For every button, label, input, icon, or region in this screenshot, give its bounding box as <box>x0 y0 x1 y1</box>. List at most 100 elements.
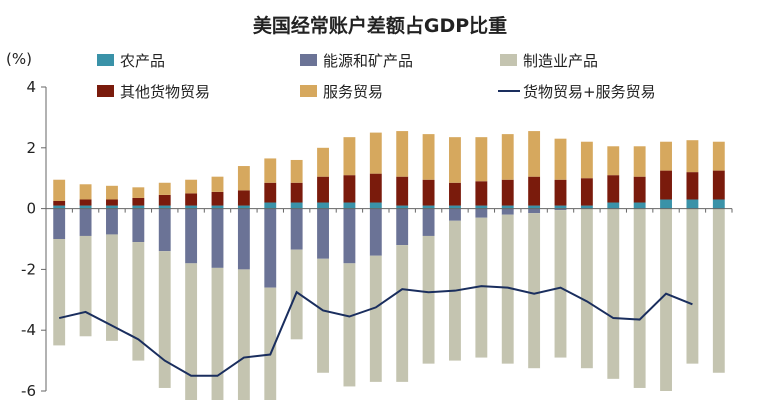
bar-services <box>106 185 118 200</box>
y-tick-label: 0 <box>26 200 36 218</box>
bar-other-goods <box>660 170 672 200</box>
bar-energy-minerals <box>53 208 66 239</box>
line-layer <box>58 285 693 377</box>
bar-energy-minerals <box>528 208 541 214</box>
bar-services <box>185 179 198 194</box>
bar-energy-minerals <box>369 208 382 256</box>
bar-manufacturing <box>528 213 541 369</box>
bar-services <box>660 141 672 171</box>
bar-services <box>343 137 356 176</box>
bar-services <box>554 138 567 180</box>
bar-manufacturing <box>79 235 92 337</box>
bar-energy-minerals <box>475 208 488 218</box>
legend-swatch-other-goods <box>97 85 114 97</box>
bar-other-goods <box>712 170 725 200</box>
bar-other-goods <box>211 191 224 206</box>
legend-swatch-services <box>300 85 317 97</box>
bar-manufacturing <box>501 214 514 364</box>
bar-agricultural <box>422 205 435 209</box>
bar-services <box>422 134 435 180</box>
chart-title: 美国经常账户差额占GDP比重 <box>253 14 507 37</box>
bar-services <box>475 137 488 182</box>
legend-label-services: 服务贸易 <box>323 83 383 101</box>
bar-agricultural <box>686 199 699 209</box>
series-line-goods-services <box>58 285 693 377</box>
bar-services <box>317 147 329 177</box>
bar-agricultural <box>501 205 514 209</box>
bar-agricultural <box>712 199 725 209</box>
bar-other-goods <box>264 182 277 203</box>
bar-manufacturing <box>343 263 356 387</box>
bar-other-goods <box>475 181 488 206</box>
bar-manufacturing <box>317 258 329 373</box>
bar-other-goods <box>501 179 514 206</box>
bar-agricultural <box>317 202 329 209</box>
bar-energy-minerals <box>106 208 118 235</box>
bar-agricultural <box>343 202 356 209</box>
bar-services <box>79 184 92 200</box>
bar-other-goods <box>396 176 409 206</box>
bar-energy-minerals <box>449 208 461 221</box>
bar-manufacturing <box>106 234 118 341</box>
bars <box>53 131 725 400</box>
y-tick-label: 2 <box>26 139 36 157</box>
bar-energy-minerals <box>554 208 567 211</box>
bar-agricultural <box>475 205 488 209</box>
bar-manufacturing <box>185 263 198 400</box>
bar-agricultural <box>660 199 672 209</box>
y-axis-unit-label: (%) <box>6 50 32 68</box>
bar-services <box>607 146 620 176</box>
bar-manufacturing <box>396 245 409 382</box>
bar-manufacturing <box>369 255 382 382</box>
bar-agricultural <box>554 205 567 209</box>
bar-other-goods <box>237 190 250 206</box>
bar-energy-minerals <box>211 208 224 268</box>
bar-energy-minerals <box>237 208 250 270</box>
bar-other-goods <box>53 201 66 206</box>
bar-other-goods <box>528 176 541 206</box>
bar-services <box>712 141 725 171</box>
bar-other-goods <box>79 199 92 206</box>
bar-services <box>528 131 541 177</box>
bar-energy-minerals <box>396 208 409 246</box>
bar-services <box>396 131 409 177</box>
bar-other-goods <box>554 179 567 206</box>
bar-manufacturing <box>554 210 567 358</box>
bar-energy-minerals <box>343 208 356 264</box>
bar-energy-minerals <box>501 208 514 215</box>
bar-services <box>369 132 382 174</box>
bar-manufacturing <box>211 267 224 400</box>
legend-label-goods-services-line: 货物贸易+服务贸易 <box>523 83 656 101</box>
y-tick-label: 4 <box>26 78 36 96</box>
bar-other-goods <box>317 176 329 203</box>
bar-services <box>264 158 277 183</box>
bar-manufacturing <box>53 239 66 346</box>
legend-label-other-goods: 其他货物贸易 <box>120 83 210 101</box>
bar-services <box>686 140 699 173</box>
bar-manufacturing <box>686 208 699 364</box>
bar-other-goods <box>132 197 145 206</box>
bar-agricultural <box>106 205 118 209</box>
bar-manufacturing <box>237 269 250 400</box>
bar-agricultural <box>211 205 224 209</box>
bar-other-goods <box>580 178 593 206</box>
bar-other-goods <box>106 199 118 206</box>
bar-agricultural <box>528 205 541 209</box>
bar-manufacturing <box>580 208 593 369</box>
y-tick-label: -4 <box>21 321 36 339</box>
bar-agricultural <box>158 205 171 209</box>
legend-label-energy-minerals: 能源和矿产品 <box>323 52 413 70</box>
bar-manufacturing <box>607 208 620 379</box>
bar-manufacturing <box>422 235 435 364</box>
y-axis: 4 2 0 -2 -4 -6 <box>21 78 733 400</box>
bar-agricultural <box>449 205 461 209</box>
bar-other-goods <box>633 176 646 203</box>
bar-agricultural <box>369 202 382 209</box>
bar-manufacturing <box>633 208 646 388</box>
bar-energy-minerals <box>264 208 277 288</box>
bar-agricultural <box>79 205 92 209</box>
legend-swatch-agricultural <box>97 54 114 66</box>
bar-agricultural <box>396 205 409 209</box>
bar-services <box>501 134 514 180</box>
bar-agricultural <box>607 202 620 209</box>
